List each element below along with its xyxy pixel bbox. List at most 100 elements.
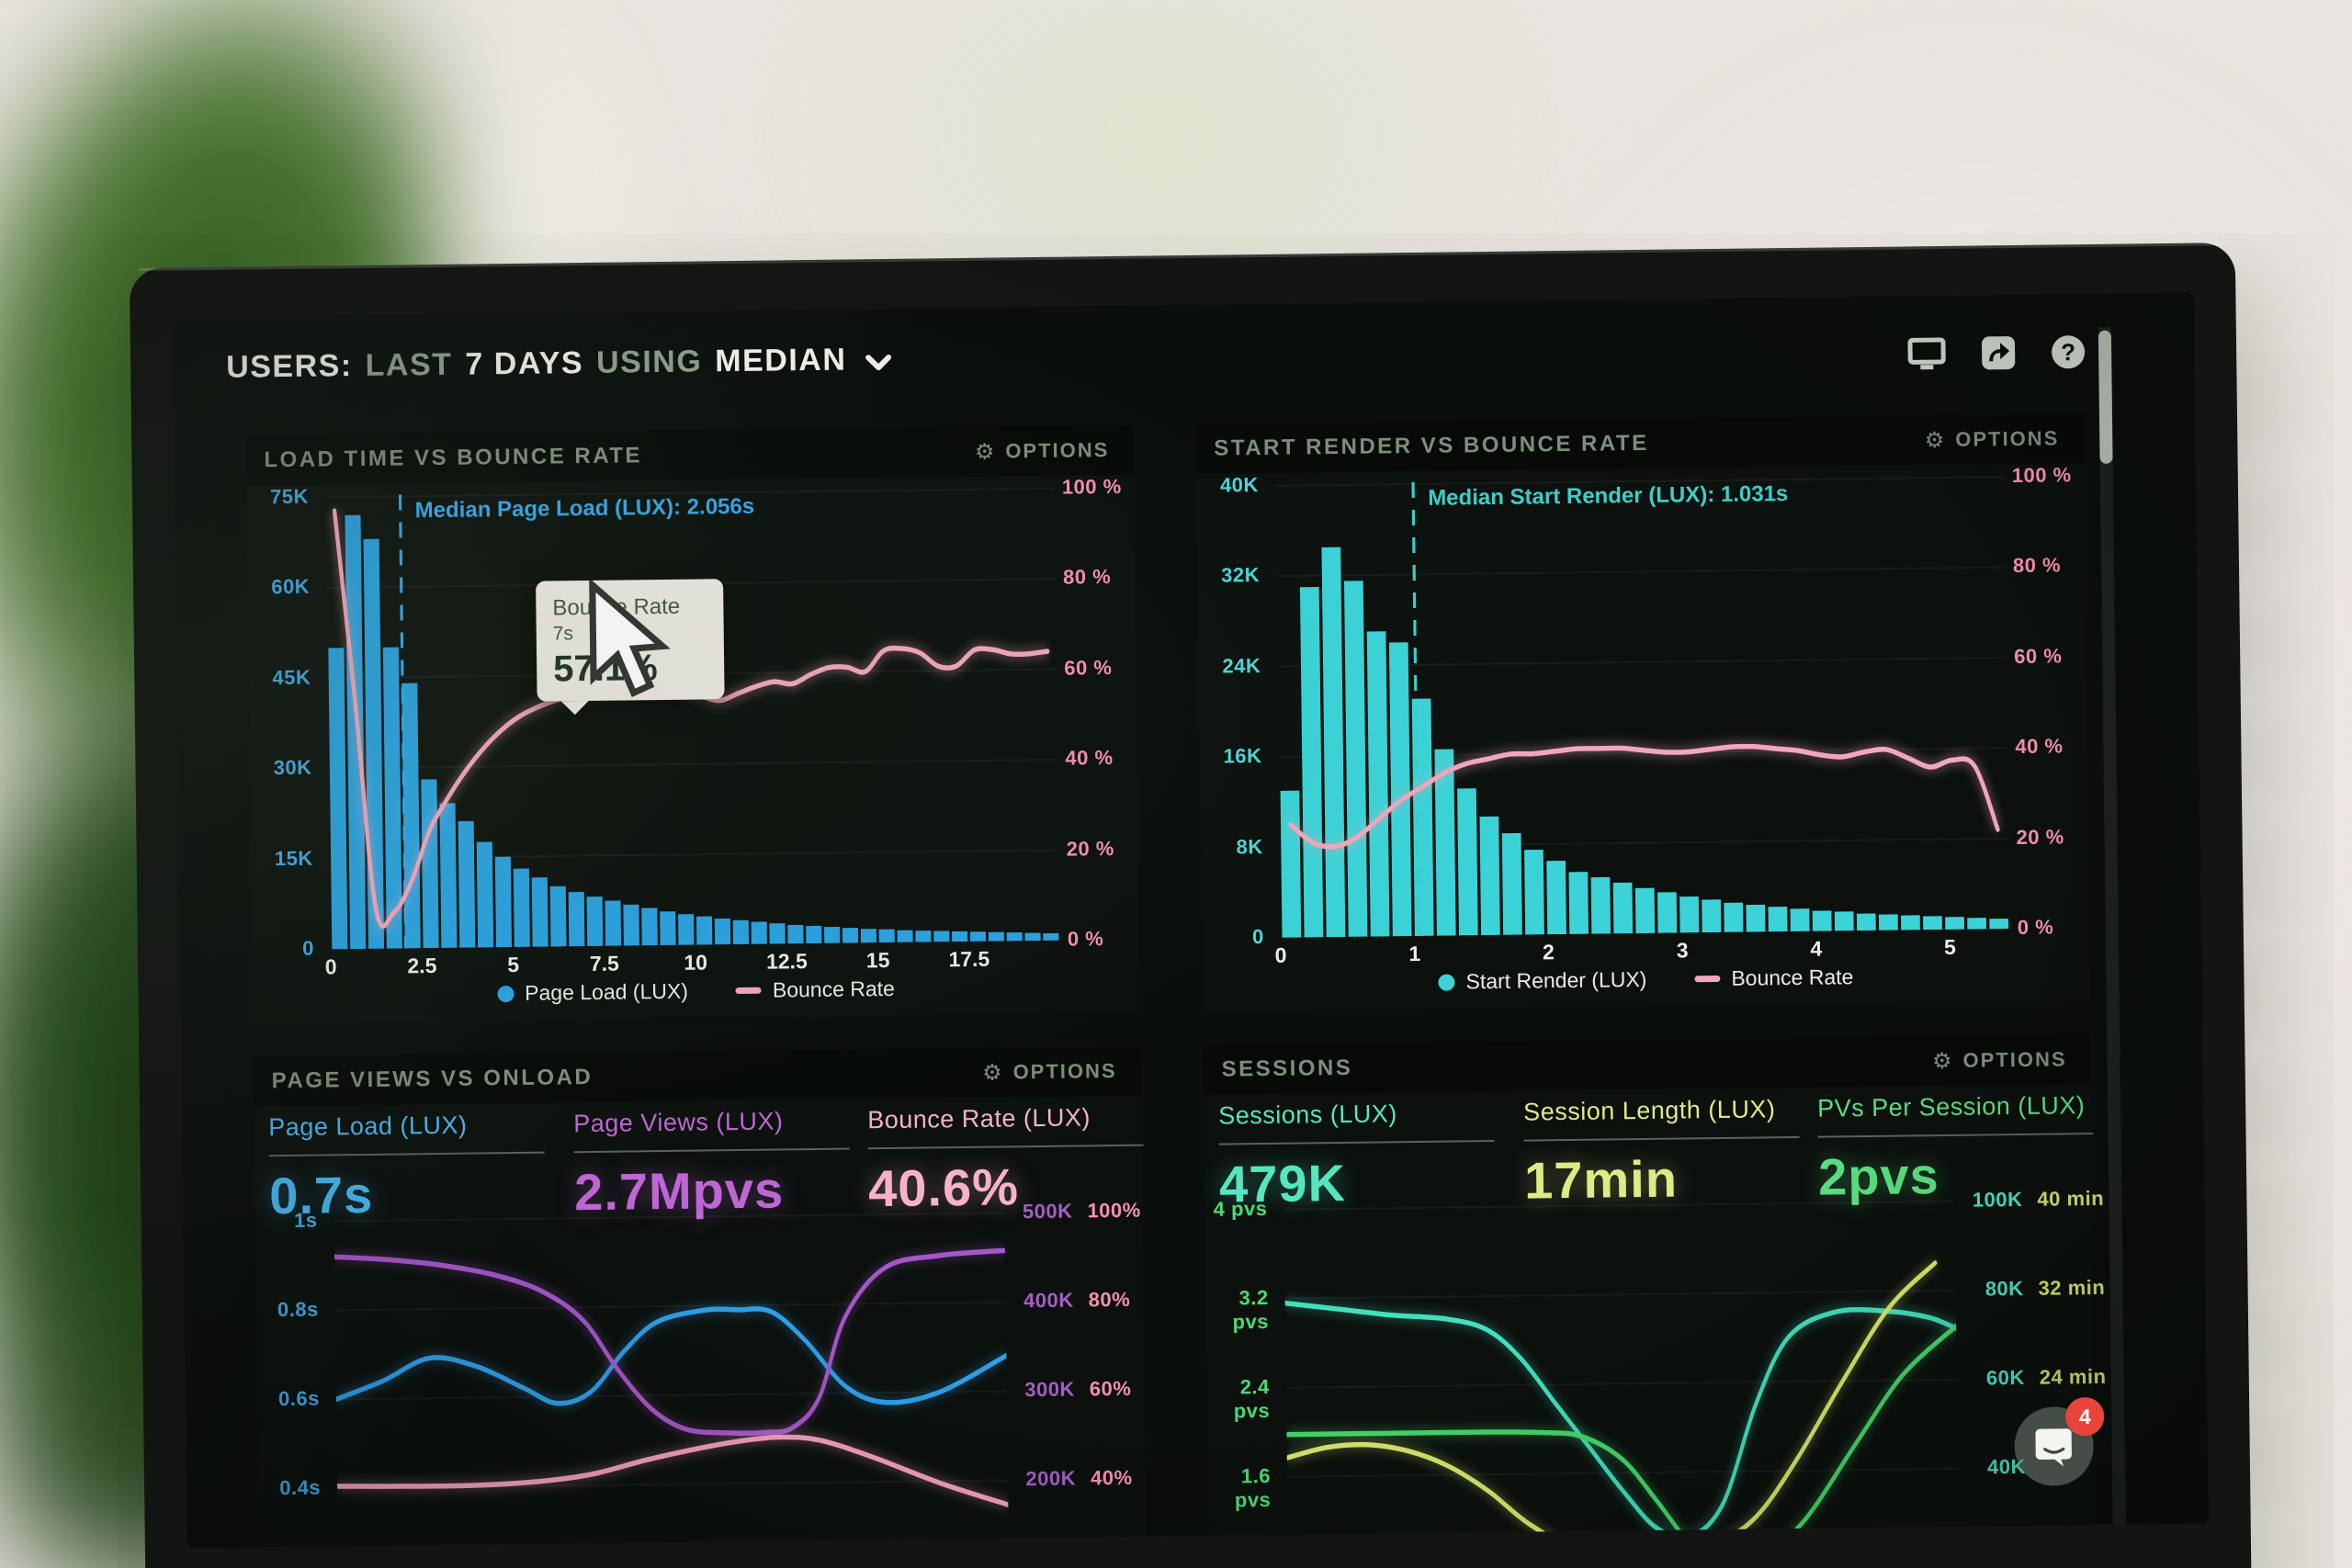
options-button[interactable]: ⚙ OPTIONS	[1927, 1046, 2073, 1074]
timeframe-dropdown[interactable]: USERS: LAST 7 DAYS USING MEDIAN	[226, 342, 893, 386]
median-annotation: Median Start Render (LUX): 1.031s	[1428, 481, 1789, 511]
axis-tick-label: 200K	[1025, 1466, 1077, 1491]
axis-tick-label: 40 min	[2037, 1186, 2105, 1211]
panel-title: LOAD TIME VS BOUNCE RATE	[264, 443, 643, 473]
axis-tick-label: 80 %	[1062, 565, 1112, 590]
help-icon[interactable]: ?	[2051, 334, 2086, 369]
axis-tick-label: 60K	[1985, 1365, 2025, 1390]
chart-canvas	[334, 1212, 1010, 1510]
chart-plot[interactable]	[1283, 1192, 1959, 1549]
panel-title: SESSIONS	[1221, 1055, 1353, 1082]
legend-label: Bounce Rate	[772, 976, 896, 1002]
axis-tick-label: 60 %	[1064, 655, 1113, 680]
gear-icon: ⚙	[1931, 1047, 1954, 1075]
panel-sessions: SESSIONS ⚙ OPTIONS Sessions (LUX) 479K S…	[1203, 1034, 2107, 1549]
axis-tick-label: 0.8s	[277, 1297, 319, 1322]
legend-dot-marker	[1438, 973, 1455, 991]
panel-page-views-vs-onload: PAGE VIEWS VS ONLOAD ⚙ OPTIONS Page Load…	[253, 1045, 1148, 1549]
metric-label: Session Length (LUX)	[1523, 1095, 1776, 1126]
axis-tick-label: 12.5	[765, 949, 808, 974]
axis-tick-label: 10	[684, 950, 708, 975]
axis-tick-label: 2.4 pvs	[1233, 1374, 1271, 1423]
options-label: OPTIONS	[1962, 1047, 2067, 1072]
median-annotation: Median Page Load (LUX): 2.056s	[414, 493, 755, 524]
axis-tick-label: 400K	[1023, 1288, 1074, 1313]
legend-item: Page Load (LUX)	[497, 979, 688, 1007]
axis-tick-label: 0	[324, 954, 337, 979]
axis-tick-label: 32K	[1221, 563, 1261, 587]
legend-item: Start Render (LUX)	[1438, 967, 1647, 995]
axis-tick-label: 3.2 pvs	[1232, 1285, 1270, 1334]
chart-canvas	[1283, 1200, 1959, 1549]
mouse-cursor-icon	[589, 579, 671, 698]
header-days-label: 7 DAYS	[465, 345, 584, 382]
axis-tick-label: 40%	[1090, 1465, 1133, 1490]
chart-plot[interactable]	[334, 1203, 1010, 1548]
axis-tick-label: 30K	[273, 755, 312, 780]
panel-title: START RENDER VS BOUNCE RATE	[1214, 430, 1649, 461]
axis-tick-label: 5	[507, 952, 520, 977]
chart-tooltip: Bounce Rate 7s 57.1%	[536, 579, 725, 702]
axis-tick-label: 300K	[1024, 1377, 1075, 1402]
options-button[interactable]: ⚙ OPTIONS	[977, 1058, 1123, 1086]
metric-underline	[1523, 1135, 1800, 1142]
axis-tick-label: 0	[1274, 942, 1287, 967]
laptop: USERS: LAST 7 DAYS USING MEDIAN ?	[129, 243, 2253, 1568]
legend-line-marker	[735, 987, 762, 995]
chart-plot[interactable]: Median Start Render (LUX): 1.031s	[1274, 469, 2010, 938]
axis-tick-label: 100K	[1972, 1187, 2023, 1212]
axis-tick-label: 100 %	[1061, 474, 1122, 499]
panel-load-time-vs-bounce-rate: LOAD TIME VS BOUNCE RATE ⚙ OPTIONS Media…	[245, 424, 1140, 1024]
axis-tick-label: 8K	[1236, 834, 1263, 858]
chart-legend: Start Render (LUX) Bounce Rate	[1202, 962, 2089, 998]
axis-tick-label: 80%	[1088, 1287, 1131, 1312]
metric-label: Bounce Rate (LUX)	[867, 1103, 1091, 1134]
gear-icon: ⚙	[981, 1059, 1004, 1086]
axis-tick-label: 4 pvs	[1213, 1197, 1268, 1221]
options-button[interactable]: ⚙ OPTIONS	[969, 437, 1115, 465]
header-median-label: MEDIAN	[715, 342, 847, 379]
share-icon[interactable]	[1981, 335, 2016, 370]
axis-tick-label: 2	[1542, 940, 1555, 964]
dashboard-screen: USERS: LAST 7 DAYS USING MEDIAN ?	[172, 292, 2209, 1549]
scrollbar-track[interactable]	[2098, 326, 2126, 1525]
chart-legend: Page Load (LUX) Bounce Rate	[252, 974, 1139, 1010]
axis-tick-label: 500K	[1022, 1199, 1073, 1224]
scrollbar-thumb[interactable]	[2098, 330, 2113, 464]
axis-tick-label: 20 %	[2016, 824, 2064, 849]
panel-start-render-vs-bounce-rate: START RENDER VS BOUNCE RATE ⚙ OPTIONS Me…	[1195, 413, 2090, 1012]
chart-canvas	[1274, 476, 2010, 938]
metric-underline	[1218, 1139, 1495, 1145]
chevron-down-icon	[865, 354, 892, 370]
axis-tick-label: 3	[1676, 938, 1689, 963]
axis-tick-label: 20 %	[1066, 836, 1114, 861]
chat-launcher[interactable]: 4	[2014, 1396, 2105, 1487]
axis-tick-label: 1	[1408, 941, 1421, 966]
gear-icon: ⚙	[1924, 426, 1947, 454]
metric-underline	[867, 1144, 1144, 1150]
axis-tick-label: 0 %	[1067, 927, 1104, 951]
axis-tick-label: 40 %	[1065, 746, 1114, 770]
chart-plot[interactable]: Median Page Load (LUX): 2.056s Bounce Ra…	[324, 481, 1060, 950]
axis-tick-label: 1.6 pvs	[1234, 1463, 1272, 1512]
axis-tick-label: 60K	[271, 575, 311, 599]
display-icon[interactable]	[1907, 337, 1946, 371]
metric-underline	[268, 1151, 545, 1157]
axis-tick-label: 24 min	[2039, 1364, 2107, 1389]
options-label: OPTIONS	[1955, 426, 2060, 451]
axis-tick-label: 1s	[293, 1208, 318, 1232]
axis-tick-label: 100%	[1087, 1198, 1141, 1223]
axis-tick-label: 45K	[272, 665, 311, 689]
axis-tick-label: 60%	[1089, 1376, 1132, 1401]
legend-line-marker	[1694, 975, 1721, 983]
axis-tick-label: 0	[302, 936, 315, 960]
metric-underline	[1817, 1133, 2094, 1138]
chart-canvas	[324, 487, 1060, 950]
header-using-label: USING	[595, 344, 703, 380]
axis-tick-label: 80K	[1984, 1276, 2024, 1301]
options-button[interactable]: ⚙ OPTIONS	[1919, 425, 2065, 453]
chat-bubble-icon	[2035, 1428, 2072, 1467]
header-users-label: USERS:	[225, 348, 353, 385]
axis-tick-label: 0	[1251, 925, 1264, 949]
legend-item: Bounce Rate	[1694, 964, 1854, 991]
